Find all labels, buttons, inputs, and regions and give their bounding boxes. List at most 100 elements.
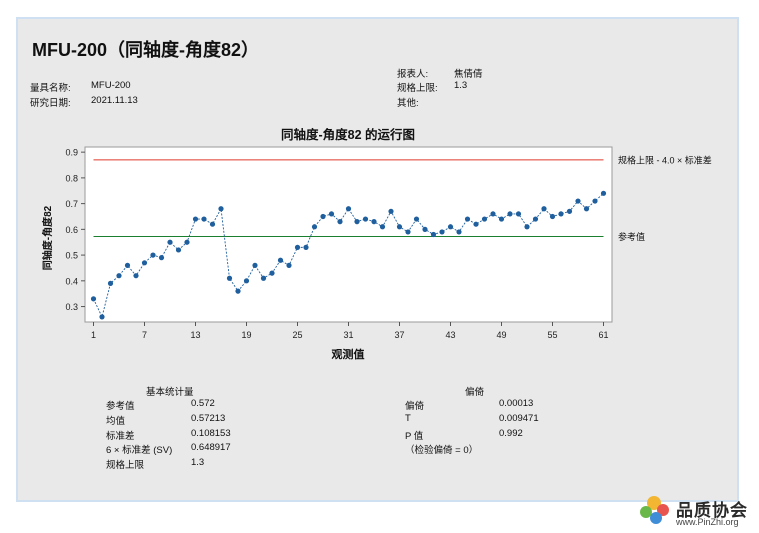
data-point: [90, 296, 97, 302]
data-point: [549, 213, 556, 220]
data-point: [192, 216, 199, 222]
data-point: [473, 221, 479, 227]
data-point: [107, 280, 114, 286]
data-point: [269, 270, 275, 276]
data-point: [345, 206, 352, 212]
gauge-name-label: 量具名称:: [30, 83, 71, 94]
x-axis: 1 7 13 19 25 31 37 43 49 55 61: [91, 322, 609, 340]
x-tick-label: 25: [292, 330, 302, 340]
series-group: [90, 190, 607, 320]
data-point: [498, 216, 505, 222]
x-tick-label: 1: [91, 330, 96, 340]
report-title: MFU-200（同轴度-角度82）: [32, 40, 260, 60]
chart-title: 同轴度-角度82 的运行图: [281, 127, 415, 142]
other-label: 其他:: [397, 98, 419, 109]
stat-label: 均值: [106, 416, 126, 427]
x-tick-label: 31: [343, 330, 353, 340]
y-tick-label: 0.7: [65, 199, 78, 209]
data-point: [277, 257, 284, 263]
reporter-value: 焦倩倩: [454, 69, 483, 80]
stat-label: 标准差: [106, 431, 135, 442]
data-point: [124, 262, 131, 268]
y-axis-label: 同轴度-角度82: [41, 205, 54, 270]
data-point: [116, 273, 122, 279]
reference-line-label: 规格上限 - 4.0 × 标准差: [618, 154, 712, 165]
t-value: 0.009471: [499, 413, 539, 424]
y-tick-label: 0.4: [65, 276, 78, 286]
data-point: [541, 206, 547, 212]
data-point: [167, 239, 173, 245]
watermark-text: 品质协会: [676, 501, 748, 520]
data-point: [422, 226, 428, 232]
stat-label: 参考值: [106, 401, 135, 412]
study-date-value: 2021.11.13: [91, 95, 138, 106]
x-tick-label: 55: [547, 330, 557, 340]
data-point: [243, 278, 250, 284]
p-label: P 值: [405, 431, 424, 442]
data-point: [320, 213, 326, 220]
data-point: [490, 211, 496, 217]
data-point: [430, 231, 437, 238]
bias-value: 0.00013: [499, 398, 534, 409]
watermark-url: www.PinZhi.org: [676, 517, 739, 527]
data-point: [201, 216, 207, 222]
x-tick-label: 43: [445, 330, 455, 340]
data-point: [311, 224, 318, 230]
data-point: [235, 288, 241, 294]
x-tick-label: 49: [496, 330, 506, 340]
data-point: [175, 247, 182, 253]
data-point: [388, 208, 394, 214]
plot-area: [84, 146, 613, 323]
stat-value: 0.108153: [191, 428, 231, 439]
data-point: [575, 198, 581, 204]
data-point: [184, 239, 190, 245]
gauge-name-value: MFU-200: [91, 80, 131, 91]
data-point: [507, 211, 513, 217]
stat-value: 0.572: [191, 398, 215, 409]
bias-title: 偏倚: [465, 387, 485, 398]
x-tick-label: 7: [142, 330, 147, 340]
data-point: [515, 211, 522, 217]
data-point: [328, 211, 335, 217]
stat-value: 0.648917: [191, 442, 231, 453]
y-tick-label: 0.6: [65, 225, 78, 235]
reference-line-label: 参考值: [618, 231, 645, 242]
data-point: [481, 216, 488, 222]
stat-value: 0.57213: [191, 413, 226, 424]
p-value: 0.992: [499, 428, 523, 439]
x-axis-label: 观测值: [332, 347, 365, 361]
t-label: T: [405, 413, 411, 424]
y-tick-label: 0.9: [65, 148, 78, 158]
data-point: [303, 244, 309, 250]
basic-stats-title: 基本统计量: [146, 387, 194, 398]
data-point: [456, 229, 462, 235]
data-point: [150, 252, 156, 258]
y-tick-label: 0.8: [65, 173, 78, 183]
data-point: [294, 244, 301, 250]
y-tick-label: 0.5: [65, 251, 78, 261]
data-point: [337, 219, 343, 225]
data-point: [532, 216, 539, 222]
bias-label: 偏倚: [405, 401, 425, 412]
data-point: [566, 208, 573, 214]
x-tick-label: 61: [598, 330, 608, 340]
data-point: [371, 219, 377, 225]
stat-value: 1.3: [191, 457, 205, 468]
reporter-label: 报表人:: [397, 69, 429, 80]
data-point: [524, 224, 530, 230]
data-point: [218, 206, 224, 212]
x-tick-label: 37: [394, 330, 404, 340]
data-point: [413, 216, 420, 222]
data-point: [133, 273, 139, 279]
pinzhi-logo: [640, 496, 669, 524]
study-date-label: 研究日期:: [30, 98, 71, 109]
data-point: [286, 262, 292, 268]
data-point: [252, 262, 258, 268]
data-point: [141, 260, 148, 266]
data-point: [439, 229, 445, 235]
data-point: [209, 221, 216, 227]
x-tick-label: 13: [190, 330, 200, 340]
data-point: [354, 219, 360, 225]
